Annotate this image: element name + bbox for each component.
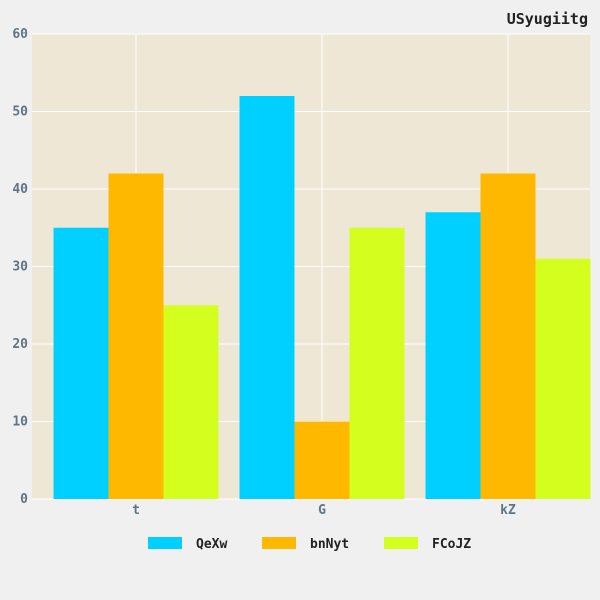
bar-QeXw-G bbox=[239, 96, 295, 499]
bar-QeXw-t bbox=[53, 227, 109, 499]
y-tick-label: 50 bbox=[12, 105, 28, 120]
y-tick-label: 20 bbox=[12, 337, 28, 352]
y-tick-label: 30 bbox=[12, 260, 28, 275]
chart-title: USyugiitg bbox=[507, 10, 588, 28]
bar-QeXw-kZ bbox=[425, 212, 481, 499]
y-axis-ticks: 0 10 20 30 40 50 60 bbox=[12, 27, 28, 507]
bar-FCoJZ-kZ bbox=[535, 258, 591, 499]
x-tick-label-G: G bbox=[318, 503, 326, 518]
legend-label-QeXw: QeXw bbox=[196, 537, 227, 552]
legend-swatch-QeXw bbox=[148, 537, 182, 549]
bar-bnNyt-t bbox=[108, 173, 164, 499]
bar-bnNyt-kZ bbox=[480, 173, 536, 499]
legend-label-bnNyt: bnNyt bbox=[310, 537, 349, 552]
legend: QeXw bnNyt FCoJZ bbox=[148, 537, 471, 552]
x-tick-label-kZ: kZ bbox=[500, 503, 516, 518]
y-tick-label: 60 bbox=[12, 27, 28, 42]
legend-label-FCoJZ: FCoJZ bbox=[432, 537, 471, 552]
bar-FCoJZ-t bbox=[163, 305, 219, 499]
y-tick-label: 40 bbox=[12, 182, 28, 197]
y-tick-label: 10 bbox=[12, 415, 28, 430]
y-tick-label: 0 bbox=[20, 492, 28, 507]
bar-bnNyt-G bbox=[294, 421, 350, 499]
legend-swatch-bnNyt bbox=[262, 537, 296, 549]
x-tick-label-t: t bbox=[132, 503, 140, 518]
bars bbox=[53, 96, 591, 499]
legend-swatch-FCoJZ bbox=[384, 537, 418, 549]
bar-FCoJZ-G bbox=[349, 227, 405, 499]
